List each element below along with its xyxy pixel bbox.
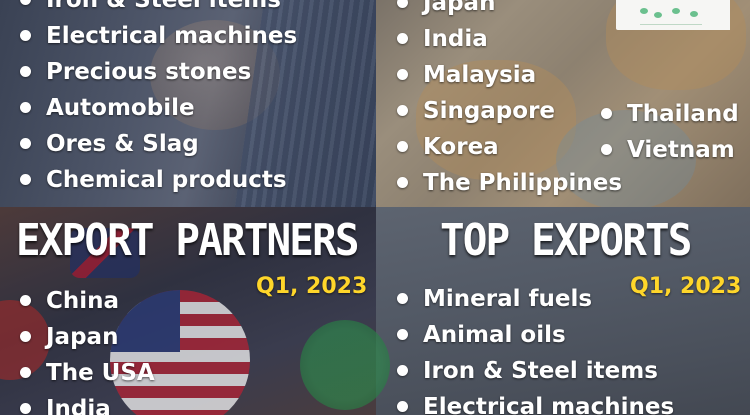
list-item: Japan	[397, 0, 622, 21]
list-item: Thailand	[601, 96, 739, 132]
export-partners-list: China Japan The USA India	[20, 283, 155, 415]
us-flag-background	[110, 290, 250, 415]
import-partners-list: Japan India Malaysia Singapore Korea The…	[397, 0, 622, 201]
bullet-icon	[20, 30, 31, 41]
logo-mark	[690, 11, 698, 17]
list-item: Automobile	[20, 90, 297, 126]
bullet-icon	[20, 102, 31, 113]
import-products-panel	[0, 0, 376, 207]
list-item: India	[397, 21, 622, 57]
import-partners-list-extra: Thailand Vietnam	[601, 96, 739, 168]
list-item: India	[20, 391, 155, 415]
list-item: Korea	[397, 129, 622, 165]
bullet-icon	[20, 174, 31, 185]
list-item: The USA	[20, 355, 155, 391]
import-products-list: Iron & Steel items Electrical machines P…	[20, 0, 297, 198]
list-item: Precious stones	[20, 54, 297, 90]
top-exports-title: TOP EXPORTS	[440, 215, 692, 266]
bullet-icon	[20, 367, 31, 378]
logo-mark	[654, 12, 662, 18]
bullet-icon	[397, 293, 408, 304]
bullet-icon	[397, 365, 408, 376]
bullet-icon	[397, 33, 408, 44]
background-map-water	[556, 110, 696, 207]
bullet-icon	[20, 403, 31, 414]
list-item: Ores & Slag	[20, 126, 297, 162]
bullet-icon	[20, 331, 31, 342]
list-item: Malaysia	[397, 57, 622, 93]
top-exports-list: Mineral fuels Animal oils Iron & Steel i…	[397, 281, 674, 415]
list-item: Mineral fuels	[397, 281, 674, 317]
bullet-icon	[397, 0, 408, 8]
list-item: Iron & Steel items	[397, 353, 674, 389]
list-item: Chemical products	[20, 162, 297, 198]
list-item: The Philippines	[397, 165, 622, 201]
list-item: Vietnam	[601, 132, 739, 168]
top-exports-panel	[376, 207, 750, 415]
bullet-icon	[397, 105, 408, 116]
bullet-icon	[20, 66, 31, 77]
bullet-icon	[601, 108, 612, 119]
list-item: Electrical machines	[397, 389, 674, 415]
background-map-land	[416, 60, 576, 180]
list-item: Electrical machines	[20, 18, 297, 54]
list-item: Animal oils	[397, 317, 674, 353]
bullet-icon	[397, 141, 408, 152]
background-flag	[70, 228, 140, 278]
export-partners-period: Q1, 2023	[256, 274, 368, 299]
import-partners-panel	[376, 0, 750, 207]
list-item: Iron & Steel items	[20, 0, 297, 18]
logo-mark	[672, 8, 680, 14]
bullet-icon	[397, 177, 408, 188]
list-item: China	[20, 283, 155, 319]
bullet-icon	[20, 0, 31, 5]
bullet-icon	[601, 144, 612, 155]
bullet-icon	[397, 329, 408, 340]
bullet-icon	[20, 295, 31, 306]
logo-mark	[640, 8, 648, 14]
bullet-icon	[397, 69, 408, 80]
list-item: Singapore	[397, 93, 622, 129]
bullet-icon	[397, 401, 408, 412]
background-flag	[300, 320, 390, 410]
top-exports-period: Q1, 2023	[630, 274, 742, 299]
list-item: Japan	[20, 319, 155, 355]
bullet-icon	[20, 138, 31, 149]
export-partners-title: EXPORT PARTNERS	[16, 215, 360, 266]
logo	[616, 0, 730, 30]
logo-mark	[640, 24, 702, 25]
